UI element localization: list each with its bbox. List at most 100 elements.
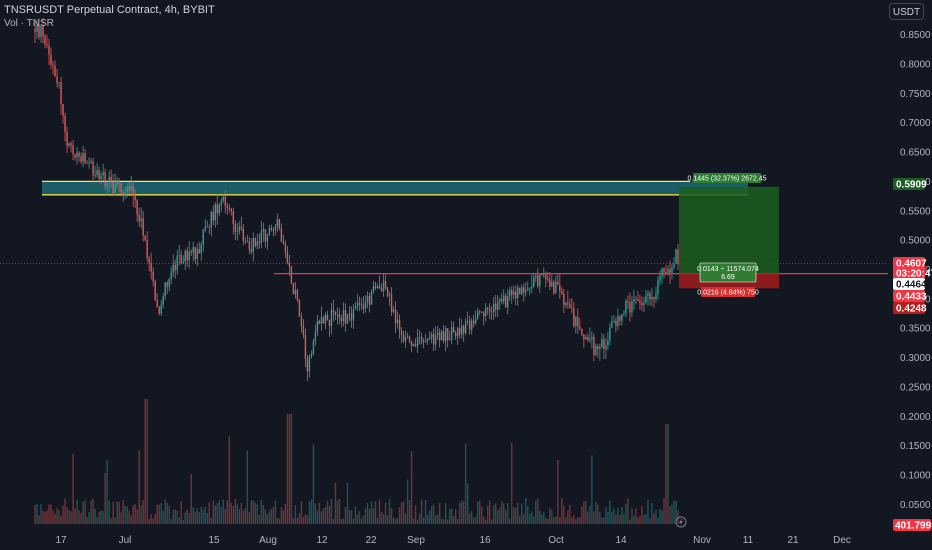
candle — [290, 266, 293, 285]
volume-bar — [557, 460, 559, 524]
volume-bar — [36, 503, 38, 524]
volume-bar — [422, 517, 425, 524]
price-tick-label: 0.5000 — [900, 236, 931, 247]
volume-bar — [310, 499, 313, 524]
volume-bar — [264, 509, 267, 524]
volume-bar — [515, 507, 517, 524]
candle — [655, 286, 657, 303]
candle — [515, 285, 517, 306]
candle — [434, 326, 437, 351]
volume-bar — [545, 517, 547, 524]
candle — [641, 296, 643, 311]
candle — [503, 289, 505, 305]
candle — [328, 319, 331, 337]
candle — [673, 257, 675, 270]
target-label: 0.1445 (32.37%) 2672.45 — [687, 176, 766, 183]
candle — [643, 297, 645, 313]
volume-bar — [398, 507, 401, 524]
candle — [400, 327, 403, 344]
svg-text:0.4607: 0.4607 — [896, 259, 927, 270]
volume-bar — [503, 503, 505, 524]
long-position-tool[interactable]: 0.1445 (32.37%) 2672.45 0.0143 ÷ 11574.07… — [679, 173, 779, 297]
volume-bar — [396, 518, 399, 524]
candle — [178, 245, 180, 266]
volume-bar — [138, 450, 140, 524]
candle — [629, 292, 631, 322]
candle — [460, 319, 463, 339]
candle — [428, 331, 431, 341]
volume-bar — [90, 500, 92, 524]
volume-bar — [242, 510, 245, 524]
volume-bar — [497, 510, 499, 524]
volume-bar — [278, 518, 281, 524]
volume-bar — [266, 513, 269, 524]
candle — [553, 279, 555, 296]
candle — [482, 310, 485, 326]
candle — [144, 234, 146, 242]
volume-bar — [158, 504, 160, 524]
time-axis[interactable]: 17 Jul 15 Aug 12 22 Sep 16 Oct 14 Nov 11 21 Dec — [55, 535, 850, 546]
candle — [603, 334, 605, 360]
candle — [575, 315, 577, 334]
price-tag: 0.4433 — [893, 290, 927, 303]
currency-button[interactable]: USDT — [889, 3, 924, 20]
volume-bar — [288, 414, 291, 524]
volume-bar — [661, 510, 663, 524]
time-tick-label: 12 — [316, 535, 328, 546]
profit-zone[interactable] — [679, 186, 779, 274]
volume-bar — [505, 510, 507, 524]
volume-bar — [649, 518, 651, 524]
volume-bar — [450, 508, 453, 524]
volume-bar — [210, 517, 212, 524]
volume-bar — [621, 507, 623, 524]
candle — [172, 254, 174, 278]
volume-bar — [364, 508, 367, 524]
candle — [336, 307, 339, 325]
candle — [408, 335, 411, 344]
volume-bar — [188, 513, 190, 524]
candle — [569, 298, 571, 309]
volume-bar — [284, 503, 287, 524]
volume-bar — [495, 503, 497, 524]
candle — [188, 241, 190, 269]
price-tag: 0.4248 — [893, 302, 927, 315]
candle — [330, 303, 333, 335]
supply-zone[interactable] — [42, 181, 748, 195]
candle — [366, 291, 369, 308]
volume-bar — [591, 455, 593, 524]
candle — [543, 267, 545, 279]
time-tick-label: Jul — [119, 535, 132, 546]
candle — [631, 295, 633, 317]
volume-bar — [116, 501, 118, 524]
svg-text:0.4248: 0.4248 — [896, 304, 927, 315]
volume-bar — [102, 511, 104, 524]
volume-bar — [460, 500, 463, 524]
volume-bar — [62, 505, 64, 524]
volume-bar — [208, 502, 210, 524]
candle — [142, 210, 144, 242]
volume-bar — [272, 506, 275, 524]
candle — [513, 285, 515, 300]
volume-bar — [651, 503, 653, 524]
lightning-icon[interactable] — [675, 516, 687, 528]
candle — [174, 259, 176, 279]
candle — [200, 241, 202, 261]
volume-bar — [436, 514, 439, 524]
volume-bar — [204, 506, 206, 524]
volume-bar — [390, 508, 393, 524]
candle — [458, 317, 461, 339]
candle — [484, 303, 487, 322]
candle — [302, 319, 305, 339]
candle — [497, 295, 499, 317]
candle — [661, 267, 663, 284]
volume-bar — [254, 502, 257, 524]
candle — [382, 273, 385, 297]
price-tag: 03:20:47 — [893, 267, 932, 280]
time-tick-label: Oct — [548, 535, 564, 546]
volume-bar — [308, 501, 311, 524]
candle — [675, 248, 677, 265]
candle — [42, 17, 44, 44]
volume-bar — [150, 514, 152, 524]
